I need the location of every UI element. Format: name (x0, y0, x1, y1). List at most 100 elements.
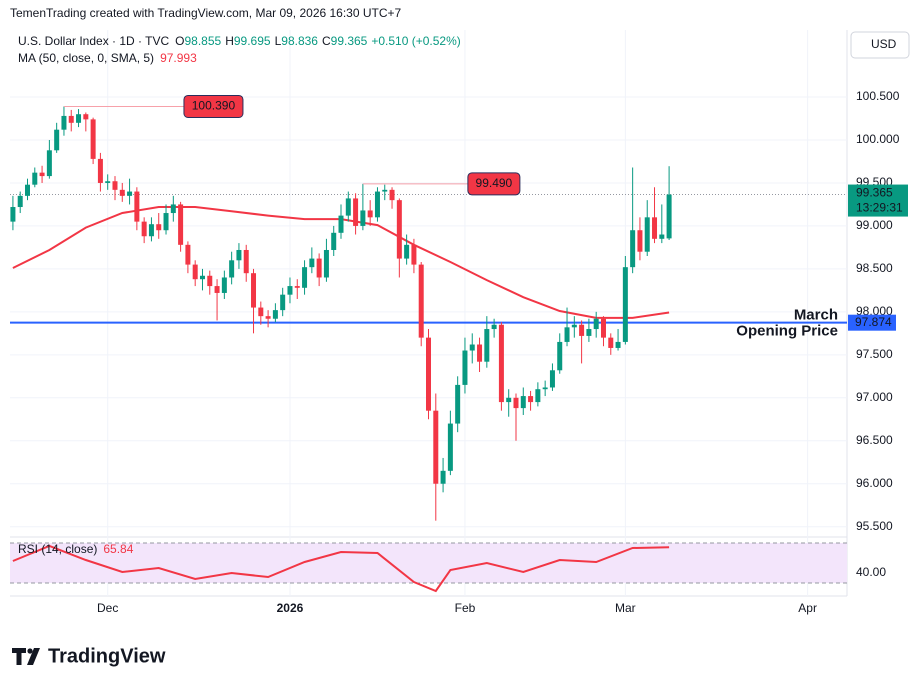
candle-body (90, 119, 96, 159)
currency[interactable]: USD (871, 37, 897, 51)
candle-body (199, 275, 205, 280)
candle-body (39, 172, 45, 177)
candle-body (192, 264, 198, 280)
candle-body (243, 249, 249, 274)
candle-body (353, 198, 359, 226)
ohlc-key: O (175, 34, 184, 48)
y-tick-label: 96.500 (856, 433, 893, 447)
candle-body (600, 318, 606, 338)
candle-body (61, 115, 67, 130)
candle-body (185, 244, 191, 265)
candle-body (426, 337, 431, 411)
candle-body (119, 189, 125, 196)
candle-body (462, 350, 468, 385)
candle-body (345, 198, 351, 216)
candle-body (418, 264, 424, 338)
candle-body (659, 234, 665, 239)
candle-body (46, 150, 52, 177)
ohlc-value: 99.365 (331, 34, 368, 48)
rsi-tick-label: 40.00 (856, 565, 886, 579)
annotation-label: 100.390 (192, 99, 236, 113)
rsi-legend: RSI (14, close) 65.84 (18, 542, 134, 556)
candle-body (520, 396, 526, 409)
rsi-value: 65.84 (103, 542, 133, 556)
candle-body (535, 389, 541, 403)
current-price-box (848, 184, 908, 217)
candle-body (302, 267, 308, 288)
candle-body (156, 224, 162, 231)
candle-body (542, 387, 548, 390)
candle-body (214, 286, 220, 293)
legend: U.S. Dollar Index · 1D · TVC O98.855 H99.6… (18, 34, 461, 48)
ohlc-key: C (322, 34, 331, 48)
candle-body (331, 232, 337, 250)
candle-body (374, 191, 380, 218)
candle-body (170, 204, 176, 214)
change: +0.510 (+0.52%) (371, 34, 460, 48)
candle-body (251, 273, 257, 308)
candle-body (557, 341, 563, 371)
annotation-box (183, 94, 244, 118)
y-tick-label: 96.000 (856, 476, 893, 490)
annotation-box (467, 172, 521, 196)
currency-button[interactable] (850, 31, 910, 59)
candle-body (221, 277, 227, 293)
candle-body (141, 221, 147, 237)
candle-body (477, 344, 483, 362)
candle-body (389, 189, 395, 201)
candle-body (455, 384, 461, 424)
y-tick-label: 100.500 (856, 89, 900, 103)
candle-body (163, 213, 169, 231)
candle-body (666, 194, 672, 239)
credit: TemenTrading created with TradingView.co… (10, 6, 402, 20)
candle-body (652, 217, 658, 239)
candle-body (54, 129, 60, 151)
candle-body (549, 370, 555, 388)
candle-body (68, 115, 74, 123)
candle-body (513, 397, 519, 409)
opening-price-text: Opening Price (736, 323, 838, 340)
symbol: U.S. Dollar Index · 1D · TVC (18, 34, 169, 48)
y-tick-label: 98.500 (856, 261, 893, 275)
candle-body (491, 324, 497, 330)
candle-body (17, 195, 23, 208)
candle-body (338, 215, 344, 233)
candle-body (404, 244, 410, 259)
candle-body (83, 114, 89, 120)
rsi-line (12, 544, 670, 593)
rsi-name: RSI (14, close) (18, 542, 97, 556)
candle-body (579, 324, 585, 336)
candle-body (469, 344, 475, 351)
candle-body (229, 260, 235, 278)
candle-body (32, 172, 38, 185)
candle-body (258, 307, 264, 317)
x-tick-label: 2026 (277, 601, 304, 615)
x-tick-label: Mar (615, 601, 636, 615)
x-tick-label: Apr (798, 601, 817, 615)
candle-body (105, 181, 111, 183)
candle-body (127, 191, 133, 196)
ohlc-key: L (275, 34, 282, 48)
candle-body (112, 181, 118, 190)
candle-body (571, 324, 577, 328)
candle-body (323, 249, 329, 278)
current-price-label: 99.365 (856, 186, 893, 200)
candle-body (309, 258, 315, 268)
candle-body (265, 316, 271, 319)
candle-body (236, 249, 242, 261)
x-tick-label: Dec (97, 601, 118, 615)
opening-price-box (848, 314, 896, 331)
candle-body (10, 207, 16, 222)
candle-body (447, 423, 453, 471)
candle-body (316, 258, 322, 278)
candle-body (433, 410, 439, 484)
candle-body (294, 286, 300, 288)
candle-body (630, 230, 636, 268)
annotation-label: 99.490 (476, 176, 513, 190)
candle-body (608, 337, 614, 348)
candle-body (586, 329, 592, 336)
ohlc-value: 98.855 (185, 34, 222, 48)
candle-body (382, 189, 388, 192)
candle-body (134, 191, 140, 222)
